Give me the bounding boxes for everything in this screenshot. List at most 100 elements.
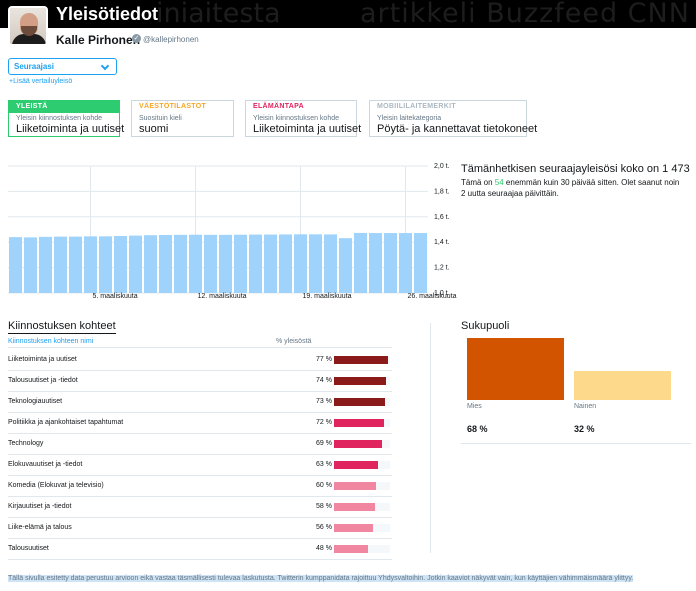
interest-bar-track: [334, 356, 390, 364]
interest-pct: 56 %: [316, 524, 332, 531]
tab-lifestyle[interactable]: ELÄMÄNTAPA Yleisin kiinnostuksen kohde L…: [245, 100, 361, 137]
chart-bar: [339, 238, 352, 293]
table-row: Talousuutiset ja -tiedot 74 %: [8, 371, 392, 392]
chart-bar: [354, 232, 367, 293]
background-ghost-text-right: artikkeli Buzzfeed CNN: [360, 0, 690, 28]
gender-bar-female: [574, 371, 671, 400]
interest-pct: 73 %: [316, 398, 332, 405]
chart-x-tick-label: 26. maaliskuuta: [408, 293, 457, 300]
table-row: Technology 69 %: [8, 434, 392, 455]
chart-bar: [24, 237, 37, 293]
chart-bar: [219, 234, 232, 293]
tab-value: Liiketoiminta ja uutiset: [16, 123, 125, 135]
chart-bar: [174, 234, 187, 293]
audience-dropdown[interactable]: Seuraajasi: [8, 58, 117, 75]
interest-pct: 58 %: [316, 503, 332, 510]
chart-bar: [369, 233, 382, 293]
interest-pct: 72 %: [316, 419, 332, 426]
chart-y-tick-label: 1,0 t.: [434, 290, 450, 297]
interest-bar-track: [334, 461, 390, 469]
interest-name: Teknologiauutiset: [8, 398, 63, 405]
add-comparison-audience-link[interactable]: +Lisää vertailuyleisö: [9, 78, 73, 85]
footer-disclaimer: Tällä sivulla esitetty data perustuu arv…: [8, 575, 634, 582]
chart-bar: [159, 234, 172, 293]
interest-bar-fill: [334, 524, 373, 532]
audience-size-title: Tämänhetkisen seuraajayleisösi koko on 1…: [461, 163, 690, 175]
gender-bar-male: [467, 338, 564, 400]
interest-name: Liike-elämä ja talous: [8, 524, 72, 531]
interest-pct: 60 %: [316, 482, 332, 489]
interest-name: Talousuutiset ja -tiedot: [8, 377, 78, 384]
table-row: Politiikka ja ajankohtaiset tapahtumat 72…: [8, 413, 392, 434]
table-row: Teknologiauutiset 73 %: [8, 392, 392, 413]
gender-label-male: Mies: [467, 403, 482, 410]
chart-bar: [144, 235, 157, 293]
chevron-down-icon: [100, 61, 110, 71]
tab-value: Liiketoiminta ja uutiset: [253, 123, 362, 135]
chart-y-tick-label: 1,4 t.: [434, 239, 450, 246]
tab-subtitle: Yleisin kiinnostuksen kohde: [253, 115, 339, 122]
gender-title: Sukupuoli: [461, 320, 510, 332]
chart-bar: [129, 235, 142, 293]
interests-table-header: Kiinnostuksen kohteen nimi % yleisöstä: [8, 336, 392, 348]
interest-bar-fill: [334, 482, 376, 490]
interest-pct: 69 %: [316, 440, 332, 447]
chart-bar: [399, 233, 412, 293]
tab-value: Pöytä- ja kannettavat tietokoneet: [377, 123, 538, 135]
gender-pct-female: 32 %: [574, 424, 595, 434]
interest-pct: 48 %: [316, 545, 332, 552]
interest-bar-fill: [334, 377, 386, 385]
tab-title: MOBIILILAITEMERKIT: [377, 103, 456, 110]
tab-title: VÄESTÖTILASTOT: [139, 103, 207, 110]
chart-x-tick-label: 19. maaliskuuta: [303, 293, 352, 300]
user-handle: @kallepirhonen: [143, 35, 199, 44]
interest-name: Liiketoiminta ja uutiset: [8, 356, 77, 363]
interest-bar-track: [334, 398, 390, 406]
interest-pct: 63 %: [316, 461, 332, 468]
tab-title: YLEISTÄ: [16, 103, 48, 110]
interests-title: Kiinnostuksen kohteet: [8, 320, 116, 334]
chart-bar: [9, 237, 22, 293]
interest-name: Politiikka ja ajankohtaiset tapahtumat: [8, 419, 124, 426]
interest-bar-fill: [334, 503, 375, 511]
chart-bar: [384, 233, 397, 293]
interest-bar-fill: [334, 545, 368, 553]
chart-bar: [54, 236, 67, 293]
avatar-beard: [21, 26, 37, 36]
interest-bar-track: [334, 440, 390, 448]
interests-col-name[interactable]: Kiinnostuksen kohteen nimi: [8, 338, 94, 345]
chart-bar: [249, 234, 262, 293]
chart-bar: [279, 234, 292, 293]
tab-general[interactable]: YLEISTÄ Yleisin kiinnostuksen kohde Liik…: [8, 100, 124, 137]
avatar[interactable]: [8, 6, 48, 46]
table-row: Liiketoiminta ja uutiset 77 %: [8, 350, 392, 371]
chart-bar: [414, 233, 427, 293]
summary-text-pre: Tämä on: [461, 178, 495, 187]
tab-mobile-devices[interactable]: MOBIILILAITEMERKIT Yleisin laitekategori…: [369, 100, 537, 137]
audience-dropdown-value: Seuraajasi: [14, 62, 55, 71]
interest-bar-fill: [334, 356, 388, 364]
tab-demographics[interactable]: VÄESTÖTILASTOT Suosituin kieli suomi: [131, 100, 234, 137]
avatar-shoulders: [12, 34, 46, 44]
chart-bar: [39, 236, 52, 293]
table-row: Elokuvauutiset ja -tiedot 63 %: [8, 455, 392, 476]
gender-chart: [467, 338, 671, 400]
audience-size-description: Tämä on 54 enemmän kuin 30 päivää sitten…: [461, 177, 686, 199]
interest-pct: 77 %: [316, 356, 332, 363]
interests-col-pct[interactable]: % yleisöstä: [276, 338, 312, 345]
interest-bar-track: [334, 377, 390, 385]
interest-bar-track: [334, 482, 390, 490]
interest-name: Komedia (Elokuvat ja televisio): [8, 482, 104, 489]
gender-label-female: Nainen: [574, 403, 597, 410]
interest-bar-fill: [334, 398, 385, 406]
interest-bar-track: [334, 419, 390, 427]
chart-bar: [234, 234, 247, 293]
interest-bar-track: [334, 503, 390, 511]
table-row: Liike-elämä ja talous 56 %: [8, 518, 392, 539]
interest-bar-track: [334, 524, 390, 532]
chart-bar: [204, 234, 217, 293]
table-row: Kirjauutiset ja -tiedot 58 %: [8, 497, 392, 518]
tab-value: suomi: [139, 123, 169, 135]
user-name: Kalle Pirhonen: [56, 33, 141, 47]
chart-bar: [69, 236, 82, 293]
